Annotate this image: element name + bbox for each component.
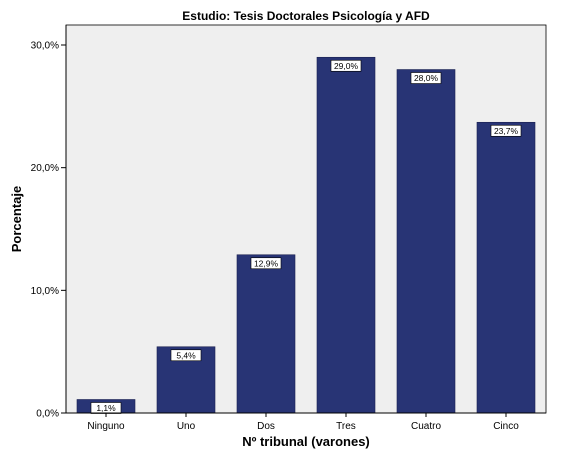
data-label-box [490, 124, 522, 137]
bar-cinco [476, 121, 536, 414]
data-label: 5,4% [176, 350, 196, 360]
x-tick-label: Ninguno [87, 421, 125, 432]
y-axis: 0,0% 10,0% 20,0% 30,0% [31, 25, 67, 420]
bar-tres [316, 56, 376, 414]
x-axis-label: Nº tribunal (varones) [242, 434, 370, 449]
data-labels-layer: 1,1% 5,4% 12,9% 29,0% 28,0% 23,7% [90, 59, 522, 414]
y-tick-label: 10,0% [31, 286, 59, 297]
y-tick-label: 20,0% [31, 163, 59, 174]
x-tick-label: Tres [336, 421, 356, 432]
x-tick-label: Cinco [493, 421, 519, 432]
bar-cuatro [396, 69, 456, 414]
x-tick-label: Uno [177, 421, 196, 432]
y-axis-label: Porcentaje [9, 186, 24, 252]
plot-area [65, 24, 547, 414]
data-label-box [250, 257, 282, 270]
data-label: 12,9% [254, 258, 279, 268]
y-tick-label: 0,0% [36, 409, 59, 420]
data-label-box [330, 59, 362, 72]
y-tick-label: 30,0% [31, 41, 59, 52]
data-label-box [170, 349, 202, 362]
data-label: 28,0% [414, 73, 439, 83]
x-tick-label: Dos [257, 421, 275, 432]
bar-dos [236, 254, 296, 414]
x-axis: Ninguno Uno Dos Tres Cuatro Cinco [66, 412, 546, 432]
chart-title: Estudio: Tesis Doctorales Psicología y A… [182, 9, 430, 23]
bars-layer [76, 56, 536, 414]
x-tick-label: Cuatro [411, 421, 441, 432]
data-label: 29,0% [334, 61, 359, 71]
data-label: 23,7% [494, 126, 519, 136]
data-label-box [410, 72, 442, 84]
data-label: 1,1% [96, 403, 116, 413]
